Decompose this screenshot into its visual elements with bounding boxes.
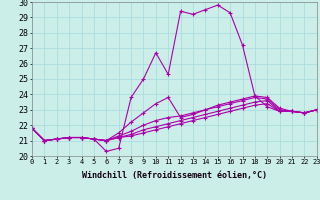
X-axis label: Windchill (Refroidissement éolien,°C): Windchill (Refroidissement éolien,°C) xyxy=(82,171,267,180)
